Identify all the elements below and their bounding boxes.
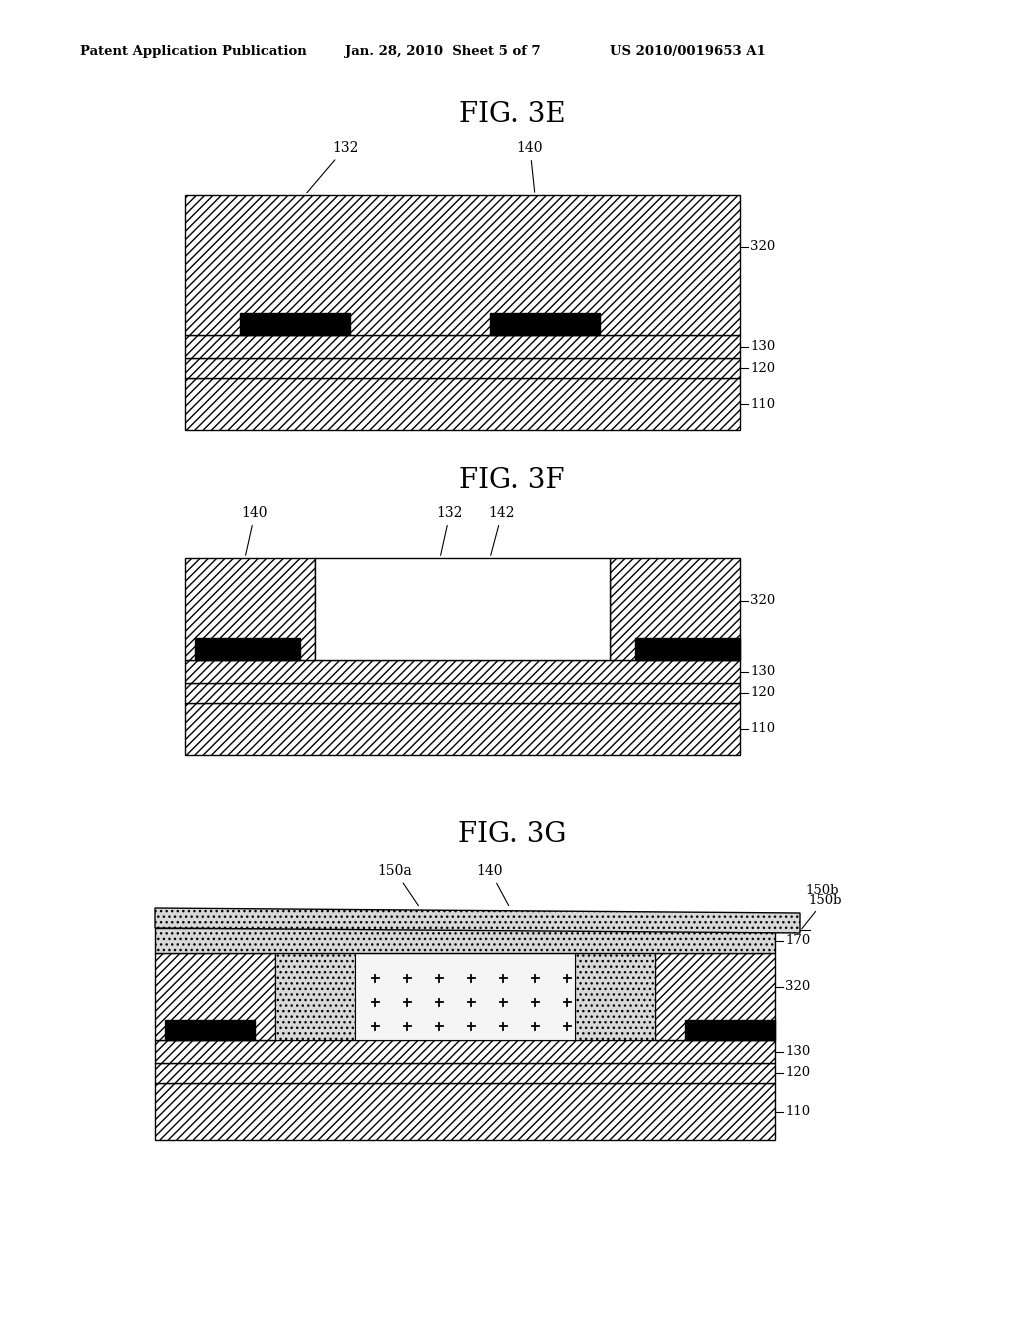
Text: 110: 110: [750, 722, 775, 735]
Text: Patent Application Publication: Patent Application Publication: [80, 45, 307, 58]
Text: 130: 130: [750, 665, 775, 678]
Bar: [610, 558, 740, 660]
Bar: [155, 953, 275, 1040]
Text: 320: 320: [785, 979, 810, 993]
Bar: [195, 638, 300, 660]
Text: 150b: 150b: [805, 883, 839, 896]
Bar: [185, 358, 740, 378]
Bar: [635, 638, 740, 660]
Polygon shape: [155, 908, 800, 933]
Text: 140: 140: [517, 141, 544, 193]
Bar: [315, 558, 610, 660]
Bar: [685, 1020, 775, 1040]
Bar: [155, 1063, 775, 1082]
Bar: [185, 558, 315, 660]
Bar: [185, 660, 740, 682]
Text: 120: 120: [750, 362, 775, 375]
Bar: [575, 953, 655, 1040]
Text: 132: 132: [437, 506, 463, 556]
Text: 120: 120: [785, 1067, 810, 1080]
Text: 150a: 150a: [378, 865, 419, 906]
Bar: [185, 378, 740, 430]
Text: 130: 130: [750, 341, 775, 352]
Bar: [185, 704, 740, 755]
Bar: [655, 953, 775, 1040]
Text: 110: 110: [750, 397, 775, 411]
Bar: [355, 953, 575, 1040]
Text: 140: 140: [242, 506, 268, 556]
Text: 320: 320: [750, 594, 775, 607]
Bar: [155, 1040, 775, 1063]
Bar: [155, 928, 775, 953]
Text: Jan. 28, 2010  Sheet 5 of 7: Jan. 28, 2010 Sheet 5 of 7: [345, 45, 541, 58]
Text: FIG. 3E: FIG. 3E: [459, 102, 565, 128]
Bar: [185, 195, 740, 335]
Bar: [155, 1082, 775, 1140]
Text: 142: 142: [488, 506, 515, 556]
Text: 320: 320: [750, 240, 775, 253]
Bar: [275, 953, 355, 1040]
Text: 140: 140: [477, 865, 509, 906]
Text: FIG. 3G: FIG. 3G: [458, 821, 566, 849]
Text: 150b: 150b: [802, 894, 842, 929]
Bar: [185, 682, 740, 704]
Bar: [240, 313, 350, 335]
Bar: [185, 335, 740, 358]
Text: 132: 132: [307, 141, 358, 193]
Text: US 2010/0019653 A1: US 2010/0019653 A1: [610, 45, 766, 58]
Bar: [490, 313, 600, 335]
Text: FIG. 3F: FIG. 3F: [459, 466, 565, 494]
Bar: [165, 1020, 255, 1040]
Text: 170: 170: [785, 935, 810, 946]
Text: 130: 130: [785, 1045, 810, 1059]
Text: 120: 120: [750, 686, 775, 700]
Text: 110: 110: [785, 1105, 810, 1118]
